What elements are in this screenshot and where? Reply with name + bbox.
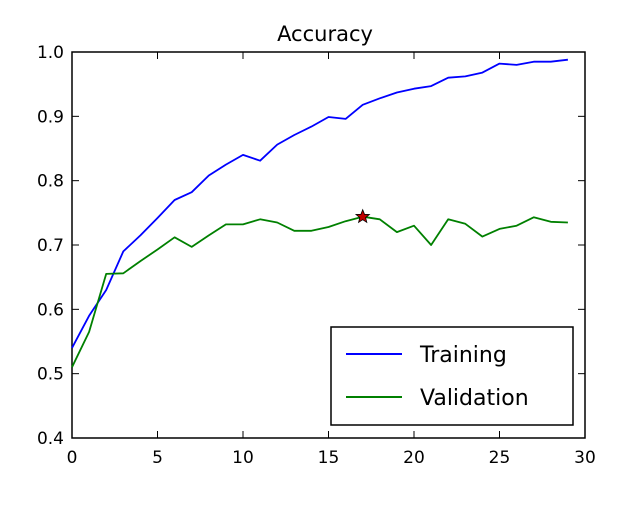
y-tick-label: 1.0 [37,43,64,63]
x-axis: 0 5 10 15 20 25 30 [67,52,596,468]
legend-label-training: Training [419,343,507,368]
y-tick-label: 0.6 [37,300,64,320]
legend-label-validation: Validation [420,386,529,411]
x-tick-label: 10 [232,448,254,468]
chart-title: Accuracy [277,22,373,46]
marker-layer [354,208,371,224]
x-tick-label: 0 [67,448,78,468]
y-axis: 0.4 0.5 0.6 0.7 0.8 0.9 1.0 [37,43,585,449]
y-tick-label: 0.5 [37,365,64,385]
y-tick-label: 0.7 [37,236,64,256]
x-tick-label: 30 [574,448,596,468]
x-tick-label: 15 [318,448,340,468]
series-line-training [71,58,569,349]
legend-box [330,326,574,426]
y-tick-label: 0.4 [37,429,64,449]
x-tick-label: 20 [403,448,425,468]
y-tick-label: 0.9 [37,107,64,127]
best-epoch-star-marker [354,208,371,224]
x-tick-label: 25 [489,448,511,468]
y-tick-label: 0.8 [37,172,64,192]
series-layer [71,58,569,368]
legend: Training Validation [330,326,574,426]
series-line-validation [71,215,568,368]
x-tick-label: 5 [152,448,163,468]
